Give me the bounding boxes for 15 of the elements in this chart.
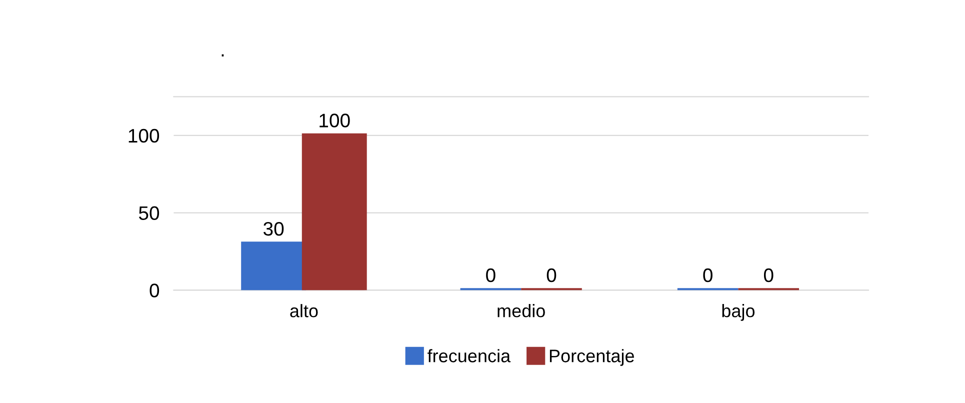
data-label: 100 [320, 114, 350, 128]
legend-label: frecuencia [428, 349, 511, 362]
x-tick-label: bajo [722, 304, 755, 321]
text: . [222, 54, 224, 56]
data-label: 0 [703, 268, 712, 282]
data-label: 30 [264, 222, 284, 236]
x-tick-label: alto [290, 304, 318, 318]
y-tick-label: 100 [128, 128, 160, 143]
x-tick-label: medio [498, 304, 545, 318]
legend-label: Porcentaje [550, 349, 634, 366]
data-label: 0 [486, 268, 496, 282]
data-label: 0 [764, 268, 774, 282]
y-tick-label: 0 [150, 284, 160, 298]
y-tick-label: 50 [138, 206, 160, 220]
data-label: 0 [546, 268, 556, 282]
